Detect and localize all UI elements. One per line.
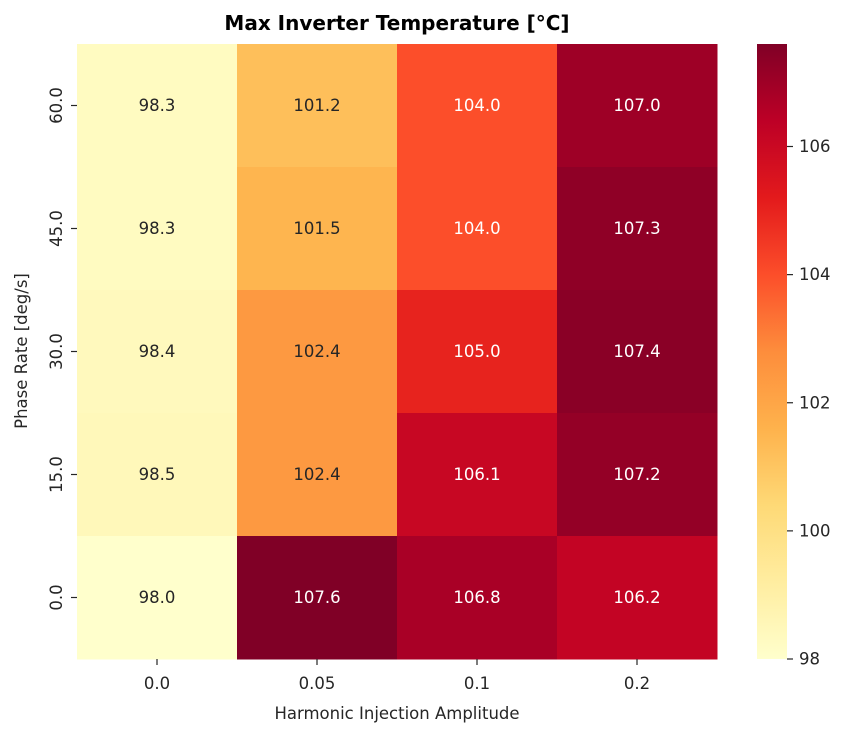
x-tick-label: 0.05 bbox=[299, 674, 336, 693]
y-axis-label: Phase Rate [deg/s] bbox=[12, 273, 31, 429]
heatmap-cell bbox=[77, 413, 238, 537]
heatmap-cell bbox=[77, 536, 238, 660]
cell-value-label: 104.0 bbox=[453, 96, 500, 115]
cell-value-label: 106.2 bbox=[613, 588, 660, 607]
heatmap-cell bbox=[397, 413, 558, 537]
heatmap-cell bbox=[397, 167, 558, 291]
heatmap-cell bbox=[77, 44, 238, 168]
heatmap-cell bbox=[557, 290, 718, 414]
cell-value-label: 98.3 bbox=[139, 96, 176, 115]
heatmap-cell bbox=[557, 167, 718, 291]
cell-value-label: 101.5 bbox=[293, 219, 340, 238]
heatmap-cell-labels: 98.3 101.2 104.0 107.0 98.3 101.5 104.0 107.3 98… bbox=[139, 96, 661, 607]
heatmap-cell bbox=[77, 290, 238, 414]
cell-value-label: 98.0 bbox=[139, 588, 176, 607]
cell-value-label: 101.2 bbox=[293, 96, 340, 115]
chart-title: Max Inverter Temperature [°C] bbox=[224, 11, 569, 35]
colorbar-tick-label: 104 bbox=[799, 265, 831, 284]
cell-value-label: 104.0 bbox=[453, 219, 500, 238]
cell-value-label: 107.3 bbox=[613, 219, 660, 238]
colorbar-tick-label: 100 bbox=[799, 521, 831, 540]
cell-value-label: 107.0 bbox=[613, 96, 660, 115]
cell-value-label: 102.4 bbox=[293, 465, 340, 484]
colorbar-ticks: 98 100 102 104 106 bbox=[787, 137, 831, 669]
cell-value-label: 106.1 bbox=[453, 465, 500, 484]
x-axis-label: Harmonic Injection Amplitude bbox=[274, 704, 519, 723]
heatmap-cell bbox=[77, 167, 238, 291]
heatmap-cell bbox=[397, 44, 558, 168]
cell-value-label: 98.4 bbox=[139, 342, 176, 361]
heatmap-cell bbox=[557, 536, 718, 660]
heatmap-cell bbox=[397, 290, 558, 414]
colorbar-tick-label: 102 bbox=[799, 393, 831, 412]
colorbar-tick-label: 98 bbox=[799, 650, 820, 669]
x-axis-ticks: 0.0 0.05 0.1 0.2 bbox=[144, 659, 650, 693]
cell-value-label: 102.4 bbox=[293, 342, 340, 361]
cell-value-label: 107.4 bbox=[613, 342, 660, 361]
heatmap-cell bbox=[557, 413, 718, 537]
cell-value-label: 107.6 bbox=[293, 588, 340, 607]
heatmap-cell bbox=[237, 536, 398, 660]
colorbar bbox=[757, 44, 787, 659]
cell-value-label: 105.0 bbox=[453, 342, 500, 361]
heatmap-cells bbox=[77, 44, 718, 660]
heatmap-cell bbox=[557, 44, 718, 168]
heatmap-cell bbox=[237, 290, 398, 414]
cell-value-label: 98.5 bbox=[139, 465, 176, 484]
y-tick-label: 45.0 bbox=[47, 210, 66, 247]
x-tick-label: 0.0 bbox=[144, 674, 170, 693]
heatmap-cell bbox=[237, 44, 398, 168]
cell-value-label: 98.3 bbox=[139, 219, 176, 238]
cell-value-label: 107.2 bbox=[613, 465, 660, 484]
heatmap-cell bbox=[397, 536, 558, 660]
y-tick-label: 30.0 bbox=[47, 333, 66, 370]
y-tick-label: 15.0 bbox=[47, 456, 66, 493]
x-tick-label: 0.1 bbox=[464, 674, 490, 693]
heatmap-cell bbox=[237, 413, 398, 537]
y-axis-ticks: 60.0 45.0 30.0 15.0 0.0 bbox=[47, 87, 77, 611]
heatmap-cell bbox=[237, 167, 398, 291]
x-tick-label: 0.2 bbox=[624, 674, 650, 693]
y-tick-label: 60.0 bbox=[47, 87, 66, 124]
cell-value-label: 106.8 bbox=[453, 588, 500, 607]
y-tick-label: 0.0 bbox=[47, 584, 66, 610]
colorbar-tick-label: 106 bbox=[799, 137, 831, 156]
